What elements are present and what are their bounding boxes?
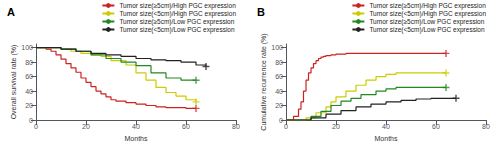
svg-text:40: 40	[25, 88, 33, 95]
svg-text:80: 80	[232, 123, 240, 130]
svg-text:B: B	[257, 6, 265, 18]
svg-text:0: 0	[34, 123, 38, 130]
svg-text:Cumulative recurrence rate (%): Cumulative recurrence rate (%)	[260, 33, 268, 130]
svg-text:20: 20	[332, 123, 340, 130]
svg-text:Tumor size(≥5cm)/High PGC expr: Tumor size(≥5cm)/High PGC expression	[119, 2, 236, 10]
svg-text:80: 80	[482, 123, 490, 130]
svg-text:60: 60	[25, 73, 33, 80]
svg-text:Tumor size(<5cm)/High PGC expr: Tumor size(<5cm)/High PGC expression	[369, 10, 486, 18]
svg-text:20: 20	[275, 102, 283, 109]
svg-text:A: A	[7, 6, 15, 18]
svg-text:100: 100	[21, 44, 33, 51]
svg-text:40: 40	[275, 88, 283, 95]
svg-text:20: 20	[82, 123, 90, 130]
svg-text:Months: Months	[125, 135, 148, 142]
svg-text:Tumor size(≥5cm)/High PGC expr: Tumor size(≥5cm)/High PGC expression	[369, 2, 486, 10]
svg-text:60: 60	[182, 123, 190, 130]
svg-text:Months: Months	[375, 135, 398, 142]
svg-text:0: 0	[29, 117, 33, 124]
svg-text:100: 100	[271, 44, 283, 51]
svg-text:0: 0	[284, 123, 288, 130]
svg-text:60: 60	[432, 123, 440, 130]
svg-text:Tumor size(≥5cm)/Low PGC expre: Tumor size(≥5cm)/Low PGC expression	[119, 18, 234, 26]
svg-text:Tumor size(≥5cm)/Low PGC expre: Tumor size(≥5cm)/Low PGC expression	[369, 18, 484, 26]
svg-text:80: 80	[275, 59, 283, 66]
svg-text:80: 80	[25, 59, 33, 66]
svg-text:20: 20	[25, 102, 33, 109]
svg-text:Overall survival rate (%): Overall survival rate (%)	[10, 45, 18, 120]
svg-text:Tumor size(<5cm)/Low PGC expre: Tumor size(<5cm)/Low PGC expression	[119, 26, 235, 34]
svg-text:Tumor size(<5cm)/High PGC expr: Tumor size(<5cm)/High PGC expression	[119, 10, 236, 18]
svg-text:0: 0	[279, 117, 283, 124]
svg-text:40: 40	[382, 123, 390, 130]
svg-text:Tumor size(<5cm)/Low PGC expre: Tumor size(<5cm)/Low PGC expression	[369, 26, 485, 34]
svg-text:40: 40	[132, 123, 140, 130]
svg-text:60: 60	[275, 73, 283, 80]
